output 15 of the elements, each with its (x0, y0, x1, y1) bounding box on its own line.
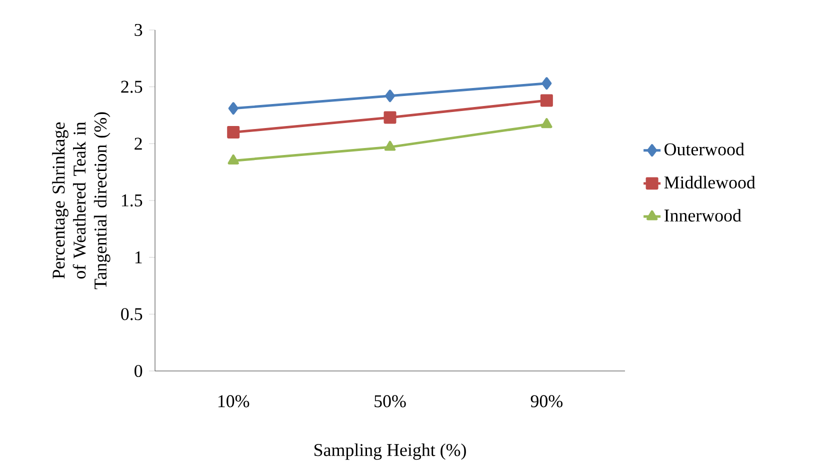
y-tick-label: 2.5 (121, 80, 142, 93)
x-tick-label: 50% (374, 395, 406, 408)
y-tick-label: 0.5 (121, 308, 142, 320)
x-tick-label: 90% (530, 395, 562, 408)
x-tick-label: 10% (218, 395, 250, 408)
legend-label: Middlewood (664, 176, 756, 188)
y-tick-label: 2 (134, 138, 142, 150)
y-tick-label: 3 (134, 24, 142, 36)
legend-label: Outerwood (664, 142, 744, 156)
y-tick-label: 1.5 (122, 194, 142, 207)
y-tick-label: 0 (134, 364, 142, 378)
y-tick-label: 1 (135, 251, 142, 264)
y-axis-title: Percentage Shrinkage of Weathered Teak in Tangential direction (%) (52, 112, 110, 290)
legend-label: Innerwood (664, 208, 742, 222)
x-axis-title: Sampling Height (%) (314, 443, 466, 460)
